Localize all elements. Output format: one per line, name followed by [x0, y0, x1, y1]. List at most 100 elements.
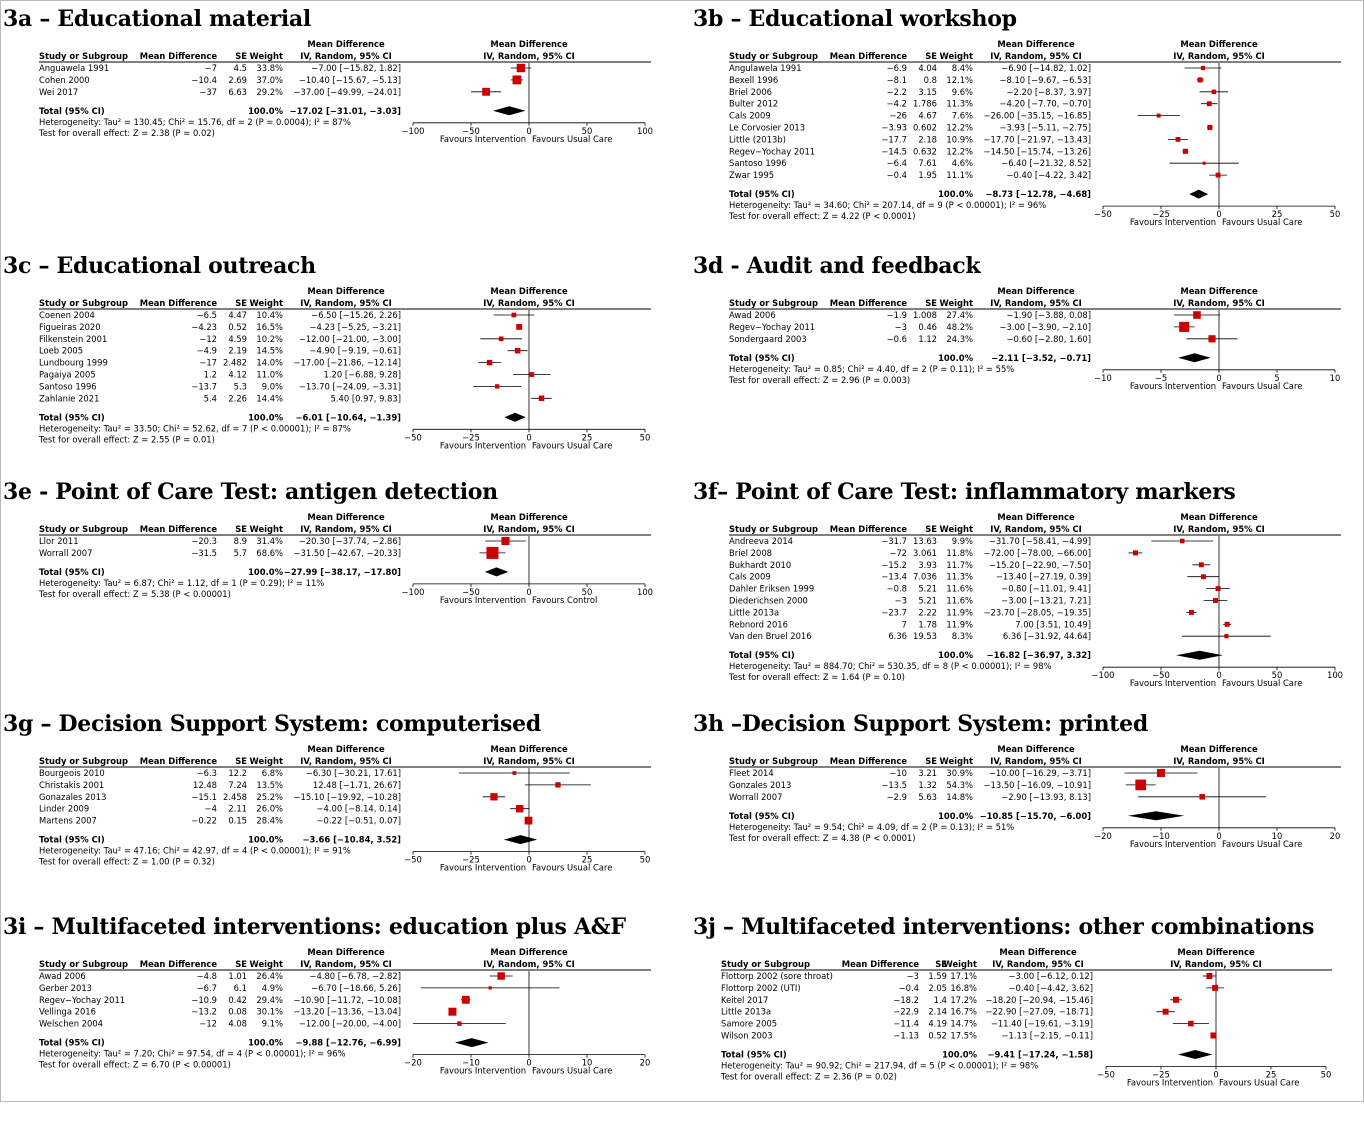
favours-right-label: Favours Usual Care — [532, 440, 612, 450]
plot-header-line1: Mean Difference — [1180, 512, 1258, 522]
study-se: 3.15 — [918, 87, 937, 97]
study-md: −3 — [895, 596, 907, 606]
study-marker — [448, 1007, 457, 1016]
total-weight: 100.0% — [248, 106, 283, 116]
heterogeneity-text: Heterogeneity: Tau² = 9.54; Chi² = 4.09,… — [729, 822, 1014, 832]
favours-right-label: Favours Usual Care — [532, 863, 612, 873]
study-weight: 17.1% — [950, 971, 977, 981]
x-tick-label: 10 — [1330, 373, 1341, 383]
study-md: 5.4 — [204, 393, 217, 403]
study-ci: 7.00 [3.51, 10.49] — [1015, 619, 1091, 629]
study-ci: −26.00 [−35.15, −16.85] — [983, 111, 1091, 121]
study-name: Worrall 2007 — [39, 548, 92, 558]
heterogeneity-text: Heterogeneity: Tau² = 6.87; Chi² = 1.12,… — [39, 578, 324, 588]
x-tick-label: −25 — [1152, 1070, 1170, 1080]
study-marker — [1224, 634, 1229, 639]
x-tick-label: 0 — [526, 126, 531, 136]
x-tick-label: 100 — [1327, 670, 1343, 680]
study-weight: 12.1% — [946, 75, 973, 85]
overall-effect-text: Test for overall effect: Z = 6.70 (P < 0… — [38, 1060, 231, 1070]
study-ci: 1.20 [−6.88, 9.28] — [324, 370, 401, 380]
se-column-header: SE — [925, 756, 937, 766]
study-md: −4.9 — [197, 346, 217, 356]
study-name: Flottorp 2002 (UTI) — [721, 983, 801, 993]
total-label: Total (95% CI) — [39, 412, 105, 422]
study-marker — [1182, 148, 1188, 154]
study-ci: −4.20 [−7.70, −0.70] — [999, 99, 1091, 109]
total-label: Total (95% CI) — [729, 811, 795, 821]
overall-effect-text: Test for overall effect: Z = 1.00 (P = 0… — [38, 857, 215, 867]
study-md: −14.5 — [881, 146, 907, 156]
forest-plot: Mean Difference Mean Difference Study or S… — [728, 39, 1341, 227]
x-tick-label: −100 — [401, 587, 424, 597]
panel-title: 3a – Educational material — [3, 6, 311, 32]
ci-header-line2: IV, Random, 95% CI — [300, 51, 391, 61]
study-se: 4.19 — [928, 1019, 947, 1029]
heterogeneity-text: Heterogeneity: Tau² = 0.85; Chi² = 4.40,… — [729, 364, 1014, 374]
x-tick-label: −50 — [462, 126, 480, 136]
study-ci: −31.50 [−42.67, −20.33] — [293, 548, 401, 558]
md-column-header: Mean Difference — [830, 298, 908, 308]
study-weight: 27.4% — [946, 310, 973, 320]
study-marker — [1189, 609, 1195, 615]
study-weight: 26.4% — [256, 971, 283, 981]
study-marker — [1199, 794, 1205, 800]
overall-effect-text: Test for overall effect: Z = 2.96 (P = 0… — [728, 375, 910, 385]
study-name: Llor 2011 — [39, 536, 79, 546]
plot-header-line1: Mean Difference — [490, 39, 568, 49]
study-md: 1.2 — [204, 370, 217, 380]
study-name: Martens 2007 — [39, 816, 97, 826]
panel-title: 3h –Decision Support System: printed — [693, 711, 1148, 737]
study-ci: −13.40 [−27.19, 0.39] — [996, 572, 1091, 582]
study-name: Regev−Yochay 2011 — [729, 322, 815, 332]
plot-header-line1: Mean Difference — [490, 286, 568, 296]
x-tick-label: −5 — [1155, 373, 1167, 383]
study-md: −3 — [907, 971, 919, 981]
forest-plot: Mean Difference Mean Difference Study or S… — [38, 947, 651, 1076]
study-se: 5.63 — [918, 792, 937, 802]
study-name: Bourgeois 2010 — [39, 768, 105, 778]
study-ci: −3.93 [−5.11, −2.75] — [999, 123, 1091, 133]
study-marker — [511, 312, 517, 318]
study-name: Little (2013b) — [729, 134, 786, 144]
study-name: Wilson 2003 — [721, 1031, 773, 1041]
study-md: −6.4 — [887, 158, 907, 168]
total-ci: −8.73 [−12.78, −4.68] — [985, 189, 1091, 199]
total-weight: 100.0% — [938, 189, 973, 199]
study-name: Angulawela 1991 — [729, 63, 802, 73]
study-se: 2.19 — [228, 346, 247, 356]
study-weight: 9.0% — [262, 381, 283, 391]
study-md: −15.2 — [881, 560, 907, 570]
study-marker — [486, 546, 499, 559]
study-marker — [1193, 311, 1201, 319]
study-name: Loeb 2005 — [39, 346, 83, 356]
study-md: −17.7 — [881, 134, 907, 144]
study-weight: 8.3% — [952, 631, 973, 641]
heterogeneity-text: Heterogeneity: Tau² = 34.60; Chi² = 207.… — [729, 200, 1046, 210]
study-weight: 16.8% — [950, 983, 977, 993]
study-weight: 6.8% — [262, 768, 283, 778]
favours-left-label: Favours Intervention — [1130, 839, 1216, 849]
ci-header-line2: IV, Random, 95% CI — [300, 298, 391, 308]
study-weight: 17.5% — [950, 1031, 977, 1041]
study-name: Briel 2008 — [729, 548, 772, 558]
panel-title: 3g – Decision Support System: computeris… — [3, 711, 541, 737]
overall-effect-text: Test for overall effect: Z = 2.36 (P = 0… — [720, 1072, 897, 1082]
weight-column-header: Weight — [250, 298, 283, 308]
study-weight: 11.3% — [946, 572, 973, 582]
study-ci: −20.30 [−37.74, −2.86] — [299, 536, 401, 546]
study-md: −6.3 — [197, 768, 217, 778]
study-weight: 26.0% — [256, 804, 283, 814]
x-tick-label: −25 — [1152, 209, 1170, 219]
x-tick-label: 0 — [1216, 209, 1221, 219]
study-name: Awad 2006 — [39, 971, 86, 981]
study-ci: −10.40 [−15.67, −5.13] — [299, 75, 401, 85]
study-md: −4.8 — [197, 971, 217, 981]
study-name: Zahlanie 2021 — [39, 393, 99, 403]
study-column-header: Study or Subgroup — [721, 959, 810, 969]
study-weight: 4.6% — [952, 158, 973, 168]
study-ci: −4.90 [−9.19, −0.61] — [309, 346, 401, 356]
study-column-header: Study or Subgroup — [39, 298, 128, 308]
study-se: 0.8 — [924, 75, 937, 85]
study-se: 4.04 — [918, 63, 937, 73]
